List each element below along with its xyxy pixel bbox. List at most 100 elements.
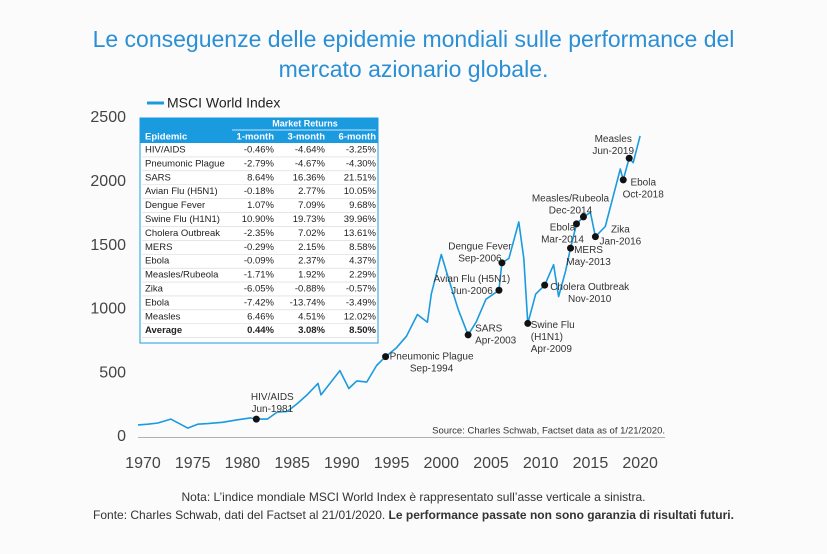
event-label: Dec-2014 [549,206,593,217]
y-tick-label: 2000 [90,173,126,190]
table-cell: -13.74% [290,297,326,308]
table-cell: Zika [145,284,164,295]
table-column-header: 1-month [237,132,275,143]
x-tick-label: 1985 [274,455,310,472]
table-cell: Dengue Fever [145,200,205,211]
table-cell: 8.64% [247,172,274,183]
source: Source: Charles Schwab, Factset data as … [432,426,665,437]
table-cell: 6.46% [247,311,274,322]
x-tick-label: 2000 [423,455,459,472]
event-label: Jun-2006 [451,286,493,297]
note: Nota: L’indice mondiale MSCI World Index… [181,490,646,504]
table-cell: 1.92% [298,270,325,281]
table-cell: 19.73% [293,214,326,225]
event-marker [252,415,260,423]
table-cell: 10.90% [242,214,275,225]
event-label: Cholera Outbreak [550,282,630,293]
table-cell: 0.44% [247,325,274,336]
table-cell: 8.58% [349,242,376,253]
x-tick-label: 2015 [573,455,609,472]
event-marker [567,244,575,252]
event-label: Zika [611,224,630,235]
source-line: Fonte: Charles Schwab, dati del Factset … [0,506,827,524]
table-cell: -7.42% [244,297,275,308]
table-cell: 2.37% [298,256,325,267]
footnotes: Nota: L’indice mondiale MSCI World Index… [0,488,827,524]
chart-title: Le conseguenze delle epidemie mondiali s… [92,26,735,82]
y-tick-label: 2500 [90,109,126,126]
table-cell: 3.08% [298,325,325,336]
table-cell: Average [145,325,182,336]
table-cell: -0.57% [346,284,377,295]
event-label: Measles/Rubeola [532,194,610,205]
x-tick-label: 1980 [225,455,261,472]
table-cell: -0.88% [295,284,326,295]
table-cell: 2.29% [349,270,376,281]
event-marker [619,176,627,184]
table-cell: -0.46% [244,145,275,156]
event-label: Oct-2018 [623,190,665,201]
event-label: Sep-1994 [410,363,454,374]
event-label: Jun-2019 [592,146,634,157]
table-cell: -0.09% [244,256,275,267]
table-cell: Measles [145,311,181,322]
table-cell: -3.49% [346,297,377,308]
event-label: Ebola [630,178,656,189]
x-tick-label: 1975 [175,455,211,472]
table-cell: 9.68% [349,200,376,211]
table-cell: -4.67% [295,158,326,169]
table-cell: Ebola [145,256,170,267]
x-tick-label: 2020 [622,455,658,472]
event-label: Apr-2003 [475,336,517,347]
table-cell: 39.96% [344,214,377,225]
disclaimer: Le performance passate non sono garanzia… [388,508,734,522]
event-label: Sep-2006 [458,253,502,264]
event-label: (H1N1) [531,332,563,343]
table-box [139,117,379,344]
event-marker [573,220,581,228]
event-label: Mar-2014 [541,235,584,246]
table-header [140,118,378,143]
table-cell: -0.29% [244,242,275,253]
table-cell: 12.02% [344,311,377,322]
event-label: Apr-2009 [531,344,573,355]
event-marker [579,213,587,221]
event-marker [464,331,472,339]
event-label: Dengue Fever [448,241,512,252]
table-cell: 7.09% [298,200,325,211]
event-label: Ebola [550,223,576,234]
table-column-header: 3-month [288,132,326,143]
table-cell: Swine Flu (H1N1) [145,214,220,225]
event-marker [382,353,390,361]
table-cell: -0.18% [244,186,275,197]
x-tick-label: 2010 [523,455,559,472]
event-label: HIV/AIDS [251,392,294,403]
table-cell: -4.64% [295,145,326,156]
table-cell: Avian Flu (H5N1) [145,186,218,197]
y-tick-label: 0 [117,428,126,445]
event-label: Jan-2016 [600,236,642,247]
x-tick-label: 2005 [473,455,509,472]
y-tick-label: 1000 [90,301,126,318]
event-marker [495,286,503,294]
event-marker [591,233,599,241]
table-group-header: Market Returns [272,118,338,128]
event-label: Nov-2010 [568,294,612,305]
event-marker [625,154,633,162]
event-label: MERS [574,245,603,256]
chart: 0 500 1000 1500 2000 2500 1970 1975 1980 1985 1990… [90,95,665,472]
table-cell: 8.50% [349,325,376,336]
event-marker [524,319,532,327]
table-cell: -6.05% [244,284,275,295]
table-cell: Cholera Outbreak [145,228,220,239]
table-cell: SARS [145,172,171,183]
table-cell: 13.61% [344,228,377,239]
table-cell: Measles/Rubeola [145,270,219,281]
x-tick-label: 1970 [125,455,161,472]
event-label: Pneumonic Plague [390,351,474,362]
table-cell: -2.79% [244,158,275,169]
table-cell: 2.15% [298,242,325,253]
table-cell: -3.25% [346,145,377,156]
table-cell: 4.51% [298,311,325,322]
